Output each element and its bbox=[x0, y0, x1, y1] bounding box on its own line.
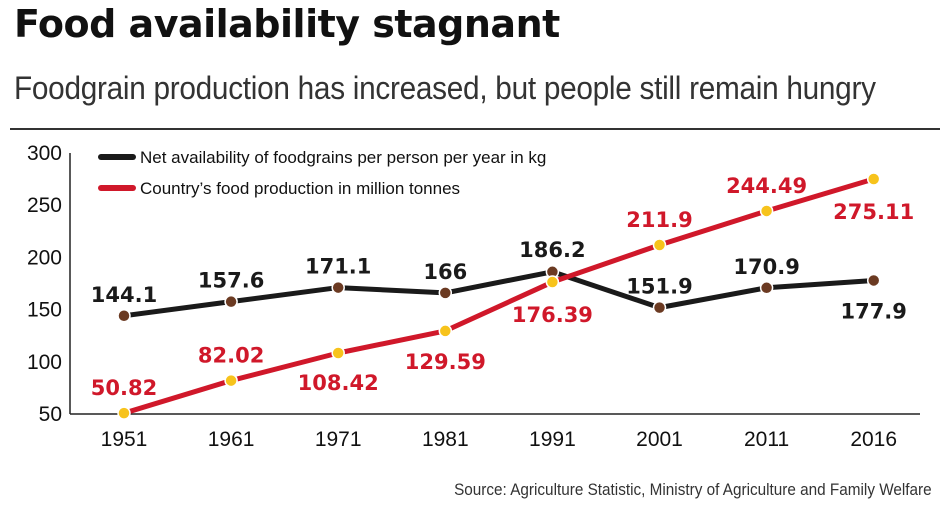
food-production-point bbox=[545, 275, 560, 289]
x-tick-label: 2001 bbox=[636, 428, 683, 451]
chart-subtitle: Foodgrain production has increased, but … bbox=[14, 70, 876, 106]
net-availability-data-label: 157.6 bbox=[198, 269, 264, 293]
food-production-data-label: 108.42 bbox=[298, 371, 379, 395]
food-production-data-label: 211.9 bbox=[626, 208, 692, 232]
net-availability-data-label: 170.9 bbox=[733, 255, 799, 279]
food-production-point bbox=[224, 373, 238, 388]
food-production-data-label: 129.59 bbox=[405, 350, 486, 374]
net-availability-data-label: 177.9 bbox=[840, 299, 906, 323]
food-production-point bbox=[438, 324, 453, 338]
net-availability-point bbox=[866, 273, 881, 288]
food-production-data-label: 176.39 bbox=[512, 303, 593, 327]
food-production-data-label: 82.02 bbox=[198, 344, 264, 368]
legend-food-production-label: Country’s food production in million ton… bbox=[140, 179, 460, 198]
chart-title: Food availability stagnant bbox=[14, 2, 560, 46]
food-production-data-label: 50.82 bbox=[91, 376, 157, 400]
food-production-point bbox=[759, 204, 774, 218]
legend-net-availability-label: Net availability of foodgrains per perso… bbox=[140, 148, 546, 167]
net-availability-point bbox=[652, 300, 667, 315]
y-tick-label: 250 bbox=[27, 194, 62, 217]
net-availability-data-label: 151.9 bbox=[626, 275, 692, 299]
y-tick-label: 300 bbox=[27, 142, 62, 165]
net-availability-point bbox=[224, 294, 238, 309]
y-tick-label: 200 bbox=[27, 246, 62, 269]
x-tick-label: 2016 bbox=[850, 428, 897, 451]
y-tick-label: 100 bbox=[27, 351, 62, 374]
food-production-data-label: 275.11 bbox=[833, 200, 914, 224]
x-tick-label: 2011 bbox=[744, 428, 789, 451]
title-divider bbox=[10, 128, 940, 130]
x-tick-label: 1971 bbox=[315, 428, 362, 451]
y-tick-label: 150 bbox=[27, 299, 62, 322]
x-tick-label: 1981 bbox=[422, 428, 469, 451]
net-availability-data-label: 171.1 bbox=[305, 255, 371, 279]
net-availability-data-label: 166 bbox=[423, 260, 467, 284]
x-tick-label: 1951 bbox=[101, 428, 148, 451]
food-production-point bbox=[117, 406, 131, 420]
y-tick-label: 50 bbox=[39, 403, 62, 426]
net-availability-data-label: 144.1 bbox=[91, 283, 157, 307]
net-availability-point bbox=[438, 286, 453, 300]
food-production-point bbox=[331, 346, 345, 360]
net-availability-point bbox=[759, 281, 774, 295]
net-availability-data-label: 186.2 bbox=[519, 238, 585, 262]
net-availability-line bbox=[121, 269, 877, 319]
x-tick-label: 1991 bbox=[529, 428, 576, 451]
net-availability-point bbox=[331, 280, 345, 295]
food-production-point bbox=[866, 172, 881, 186]
source-note: Source: Agriculture Statistic, Ministry … bbox=[454, 480, 932, 499]
food-production-point bbox=[652, 238, 667, 252]
x-tick-label: 1961 bbox=[208, 428, 255, 451]
food-production-line bbox=[121, 176, 877, 416]
food-production-data-label: 244.49 bbox=[726, 174, 807, 198]
net-availability-point bbox=[117, 309, 131, 323]
